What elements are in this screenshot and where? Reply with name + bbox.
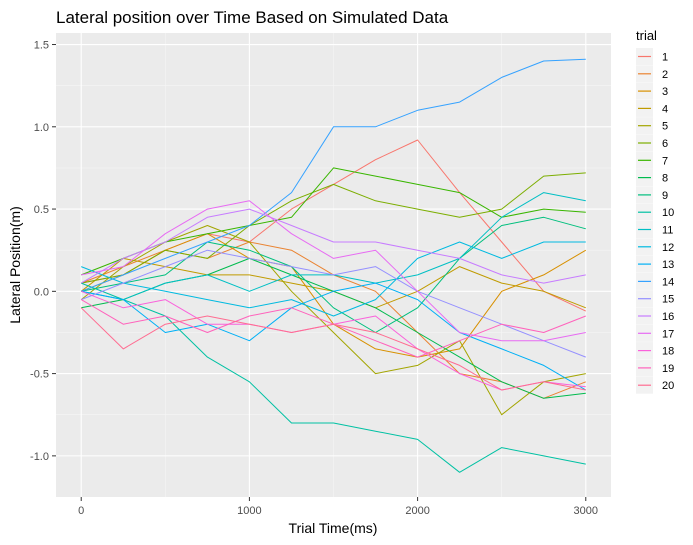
x-axis-title: Trial Time(ms) bbox=[289, 520, 378, 536]
y-tick-label: 0.5 bbox=[34, 204, 49, 216]
legend-label-trial-13: 13 bbox=[662, 259, 674, 271]
legend-title: trial bbox=[636, 28, 657, 43]
series-line-trial-16 bbox=[80, 208, 586, 284]
legend-label-trial-16: 16 bbox=[662, 311, 674, 323]
legend-label-trial-3: 3 bbox=[662, 86, 668, 98]
y-tick-label: -0.5 bbox=[30, 369, 49, 381]
legend-label-trial-19: 19 bbox=[662, 363, 674, 375]
legend-label-trial-7: 7 bbox=[662, 155, 668, 167]
series-line-trial-6 bbox=[81, 172, 586, 284]
x-tick-label: 0 bbox=[78, 505, 84, 517]
series-line-trial-13 bbox=[81, 282, 587, 391]
y-axis-title: Lateral Position(m) bbox=[7, 206, 23, 324]
legend-label-trial-2: 2 bbox=[662, 69, 668, 81]
series-line-trial-9 bbox=[81, 216, 586, 333]
series-lines bbox=[80, 58, 587, 473]
legend-label-trial-1: 1 bbox=[662, 52, 668, 64]
x-tick-label: 1000 bbox=[237, 505, 261, 517]
legend-label-trial-4: 4 bbox=[662, 103, 668, 115]
legend-label-trial-6: 6 bbox=[662, 138, 668, 150]
chart-title: Lateral position over Time Based on Simu… bbox=[56, 8, 449, 27]
y-tick-label: -1.0 bbox=[30, 451, 49, 463]
y-axis-ticks: -1.0 -0.5 0.0 0.5 1.0 1.5 bbox=[30, 40, 56, 463]
x-axis-ticks: 0 1000 2000 3000 bbox=[78, 497, 598, 517]
legend-label-trial-17: 17 bbox=[662, 328, 674, 340]
series-line-trial-14 bbox=[81, 58, 586, 292]
legend-label-trial-5: 5 bbox=[662, 121, 668, 133]
series-line-trial-17 bbox=[81, 200, 586, 342]
legend-label-trial-10: 10 bbox=[662, 207, 674, 219]
y-tick-label: 1.0 bbox=[34, 122, 49, 134]
legend-label-trial-8: 8 bbox=[662, 173, 668, 185]
x-tick-label: 2000 bbox=[405, 505, 429, 517]
legend-label-trial-18: 18 bbox=[662, 346, 674, 358]
minor-gridlines bbox=[56, 33, 611, 497]
series-line-trial-20 bbox=[80, 307, 586, 391]
legend-label-trial-9: 9 bbox=[662, 190, 668, 202]
legend-label-trial-15: 15 bbox=[662, 294, 674, 306]
series-line-trial-12 bbox=[81, 241, 586, 317]
legend-label-trial-14: 14 bbox=[662, 276, 674, 288]
legend-label-trial-20: 20 bbox=[662, 380, 674, 392]
x-tick-label: 3000 bbox=[574, 505, 598, 517]
legend-label-trial-12: 12 bbox=[662, 242, 674, 254]
legend-label-trial-11: 11 bbox=[662, 225, 673, 237]
y-tick-label: 0.0 bbox=[34, 286, 49, 298]
y-tick-label: 1.5 bbox=[34, 40, 49, 52]
